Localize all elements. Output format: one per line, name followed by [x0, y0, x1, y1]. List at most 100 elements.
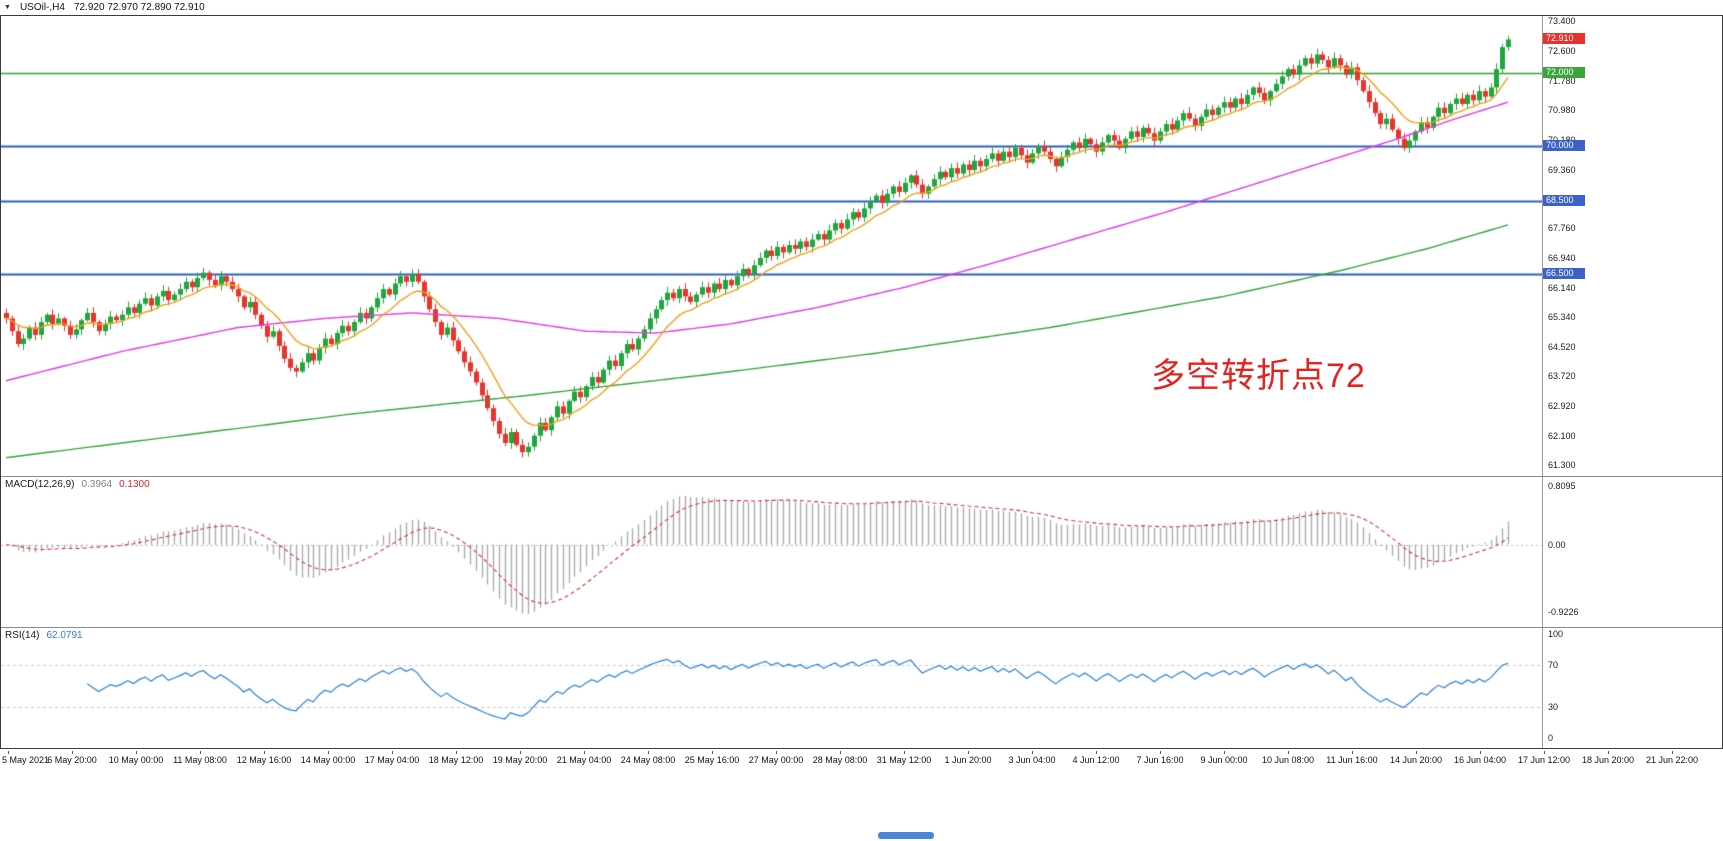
- rsi-tick-label: 70: [1548, 660, 1559, 671]
- time-tick-mark: [136, 751, 137, 754]
- price-tick-label: 71.780: [1548, 75, 1576, 86]
- time-tick-label: 5 May 2021: [2, 755, 50, 765]
- time-tick-mark: [200, 751, 201, 754]
- price-tick-label: 62.920: [1548, 400, 1576, 411]
- time-tick-mark: [264, 751, 265, 754]
- time-tick-mark: [968, 751, 969, 754]
- rsi-tick-label: 100: [1548, 629, 1564, 639]
- macd-canvas[interactable]: [1, 477, 1542, 627]
- time-tick-label: 17 May 04:00: [364, 755, 420, 765]
- rsi-panel: RSI(14) 62.0791 100 70 30 0: [1, 628, 1722, 748]
- time-tick-mark: [392, 751, 393, 754]
- time-tick-mark: [8, 751, 9, 754]
- rsi-label: RSI(14) 62.0791: [5, 630, 83, 641]
- time-tick-label: 25 May 16:00: [684, 755, 740, 765]
- time-tick-label: 12 May 16:00: [236, 755, 292, 765]
- time-tick-mark: [1160, 751, 1161, 754]
- rsi-tick-label: 0: [1548, 733, 1554, 743]
- macd-label: MACD(12,26,9) 0.3964 0.1300: [5, 479, 150, 490]
- time-tick-label: 10 Jun 08:00: [1261, 755, 1315, 765]
- price-tick-label: 62.100: [1548, 430, 1576, 441]
- price-tick-label: 72.600: [1548, 45, 1576, 56]
- time-tick-label: 24 May 08:00: [620, 755, 676, 765]
- time-tick-mark: [776, 751, 777, 754]
- price-tick-label: 66.940: [1548, 253, 1576, 264]
- chart-header: ▼ USOil-,H4 72.920 72.970 72.890 72.910: [0, 0, 205, 15]
- price-tick-label: 69.360: [1548, 164, 1576, 175]
- time-tick-label: 18 Jun 20:00: [1581, 755, 1635, 765]
- symbol-period-label: USOil-,H4: [19, 2, 65, 13]
- price-axis[interactable]: 73.400 72.600 71.780 70.980 70.180 69.360 67.7…: [1542, 16, 1722, 476]
- time-tick-mark: [1480, 751, 1481, 754]
- time-tick-mark: [584, 751, 585, 754]
- panel-separator[interactable]: [1, 627, 1722, 628]
- time-tick-label: 9 Jun 00:00: [1200, 755, 1248, 765]
- time-tick-label: 1 Jun 20:00: [944, 755, 992, 765]
- price-tick-label: 70.980: [1548, 105, 1576, 116]
- time-tick-label: 31 May 12:00: [876, 755, 932, 765]
- time-tick-mark: [1352, 751, 1353, 754]
- time-tick-label: 21 May 04:00: [556, 755, 612, 765]
- time-tick-mark: [712, 751, 713, 754]
- price-tick-label: 66.140: [1548, 282, 1576, 293]
- time-tick-label: 28 May 08:00: [812, 755, 868, 765]
- time-tick-mark: [648, 751, 649, 754]
- main-chart-panel: 多空转折点72 73.400 72.600 71.780 70.980 70.180 69…: [1, 16, 1722, 476]
- horizontal-scrollbar[interactable]: [878, 832, 934, 839]
- rsi-canvas[interactable]: [1, 628, 1542, 748]
- price-tick-label: 73.400: [1548, 16, 1576, 27]
- price-tick-label: 67.760: [1548, 223, 1576, 234]
- macd-panel: MACD(12,26,9) 0.3964 0.1300 0.8095 0.00 -0.9…: [1, 477, 1722, 627]
- chart-body: 多空转折点72 73.400 72.600 71.780 70.980 70.180 69…: [0, 15, 1723, 749]
- time-tick-mark: [1544, 751, 1545, 754]
- time-tick-label: 27 May 00:00: [748, 755, 804, 765]
- price-tick-label: 63.720: [1548, 371, 1576, 382]
- time-tick-mark: [1416, 751, 1417, 754]
- price-tick-label: 70.180: [1548, 135, 1576, 145]
- time-tick-mark: [1288, 751, 1289, 754]
- macd-tick-label: -0.9226: [1548, 606, 1579, 617]
- time-tick-label: 14 May 00:00: [300, 755, 356, 765]
- price-tick-label: 61.300: [1548, 460, 1576, 470]
- time-tick-label: 6 May 20:00: [47, 755, 97, 765]
- time-tick-label: 11 May 08:00: [173, 755, 227, 765]
- macd-main-value: 0.3964: [81, 479, 113, 490]
- chart-annotation: 多空转折点72: [1151, 357, 1366, 395]
- time-tick-label: 18 May 12:00: [428, 755, 484, 765]
- time-tick-label: 4 Jun 12:00: [1072, 755, 1120, 765]
- time-tick-label: 11 Jun 16:00: [1326, 755, 1378, 765]
- price-level-badge: 70.000: [1543, 140, 1585, 152]
- time-tick-mark: [328, 751, 329, 754]
- panel-separator[interactable]: [1, 476, 1722, 477]
- time-tick-label: 21 Jun 22:00: [1645, 755, 1699, 765]
- macd-tick-label: 0.00: [1548, 539, 1566, 550]
- time-tick-label: 14 Jun 20:00: [1389, 755, 1443, 765]
- rsi-name: RSI(14): [5, 630, 40, 641]
- time-axis[interactable]: 5 May 2021 6 May 20:00 10 May 00:00 11 May …: [0, 751, 1723, 767]
- time-tick-label: 7 Jun 16:00: [1136, 755, 1184, 765]
- time-tick-mark: [840, 751, 841, 754]
- time-tick-label: 3 Jun 04:00: [1008, 755, 1056, 765]
- rsi-axis[interactable]: 100 70 30 0: [1542, 628, 1722, 748]
- rsi-value: 62.0791: [46, 630, 83, 641]
- price-tick-label: 64.520: [1548, 341, 1576, 352]
- price-level-badge: 66.500: [1543, 268, 1585, 280]
- time-tick-label: 17 Jun 12:00: [1517, 755, 1571, 765]
- price-level-badge: 72.910: [1543, 33, 1585, 45]
- price-tick-label: 65.340: [1548, 311, 1576, 322]
- bottom-strip: [0, 767, 1723, 841]
- price-level-badge: 68.500: [1543, 195, 1585, 207]
- macd-tick-label: 0.8095: [1548, 480, 1576, 491]
- chart-dropdown-icon[interactable]: ▼: [4, 3, 11, 11]
- main-chart-canvas[interactable]: [1, 16, 1542, 476]
- macd-axis[interactable]: 0.8095 0.00 -0.9226: [1542, 477, 1722, 627]
- time-tick-mark: [1032, 751, 1033, 754]
- price-level-badge: 72.000: [1543, 66, 1585, 78]
- time-tick-mark: [904, 751, 905, 754]
- rsi-tick-label: 30: [1548, 701, 1559, 712]
- macd-name: MACD(12,26,9): [5, 479, 75, 490]
- time-tick-mark: [1224, 751, 1225, 754]
- time-tick-label: 16 Jun 04:00: [1453, 755, 1507, 765]
- time-tick-mark: [520, 751, 521, 754]
